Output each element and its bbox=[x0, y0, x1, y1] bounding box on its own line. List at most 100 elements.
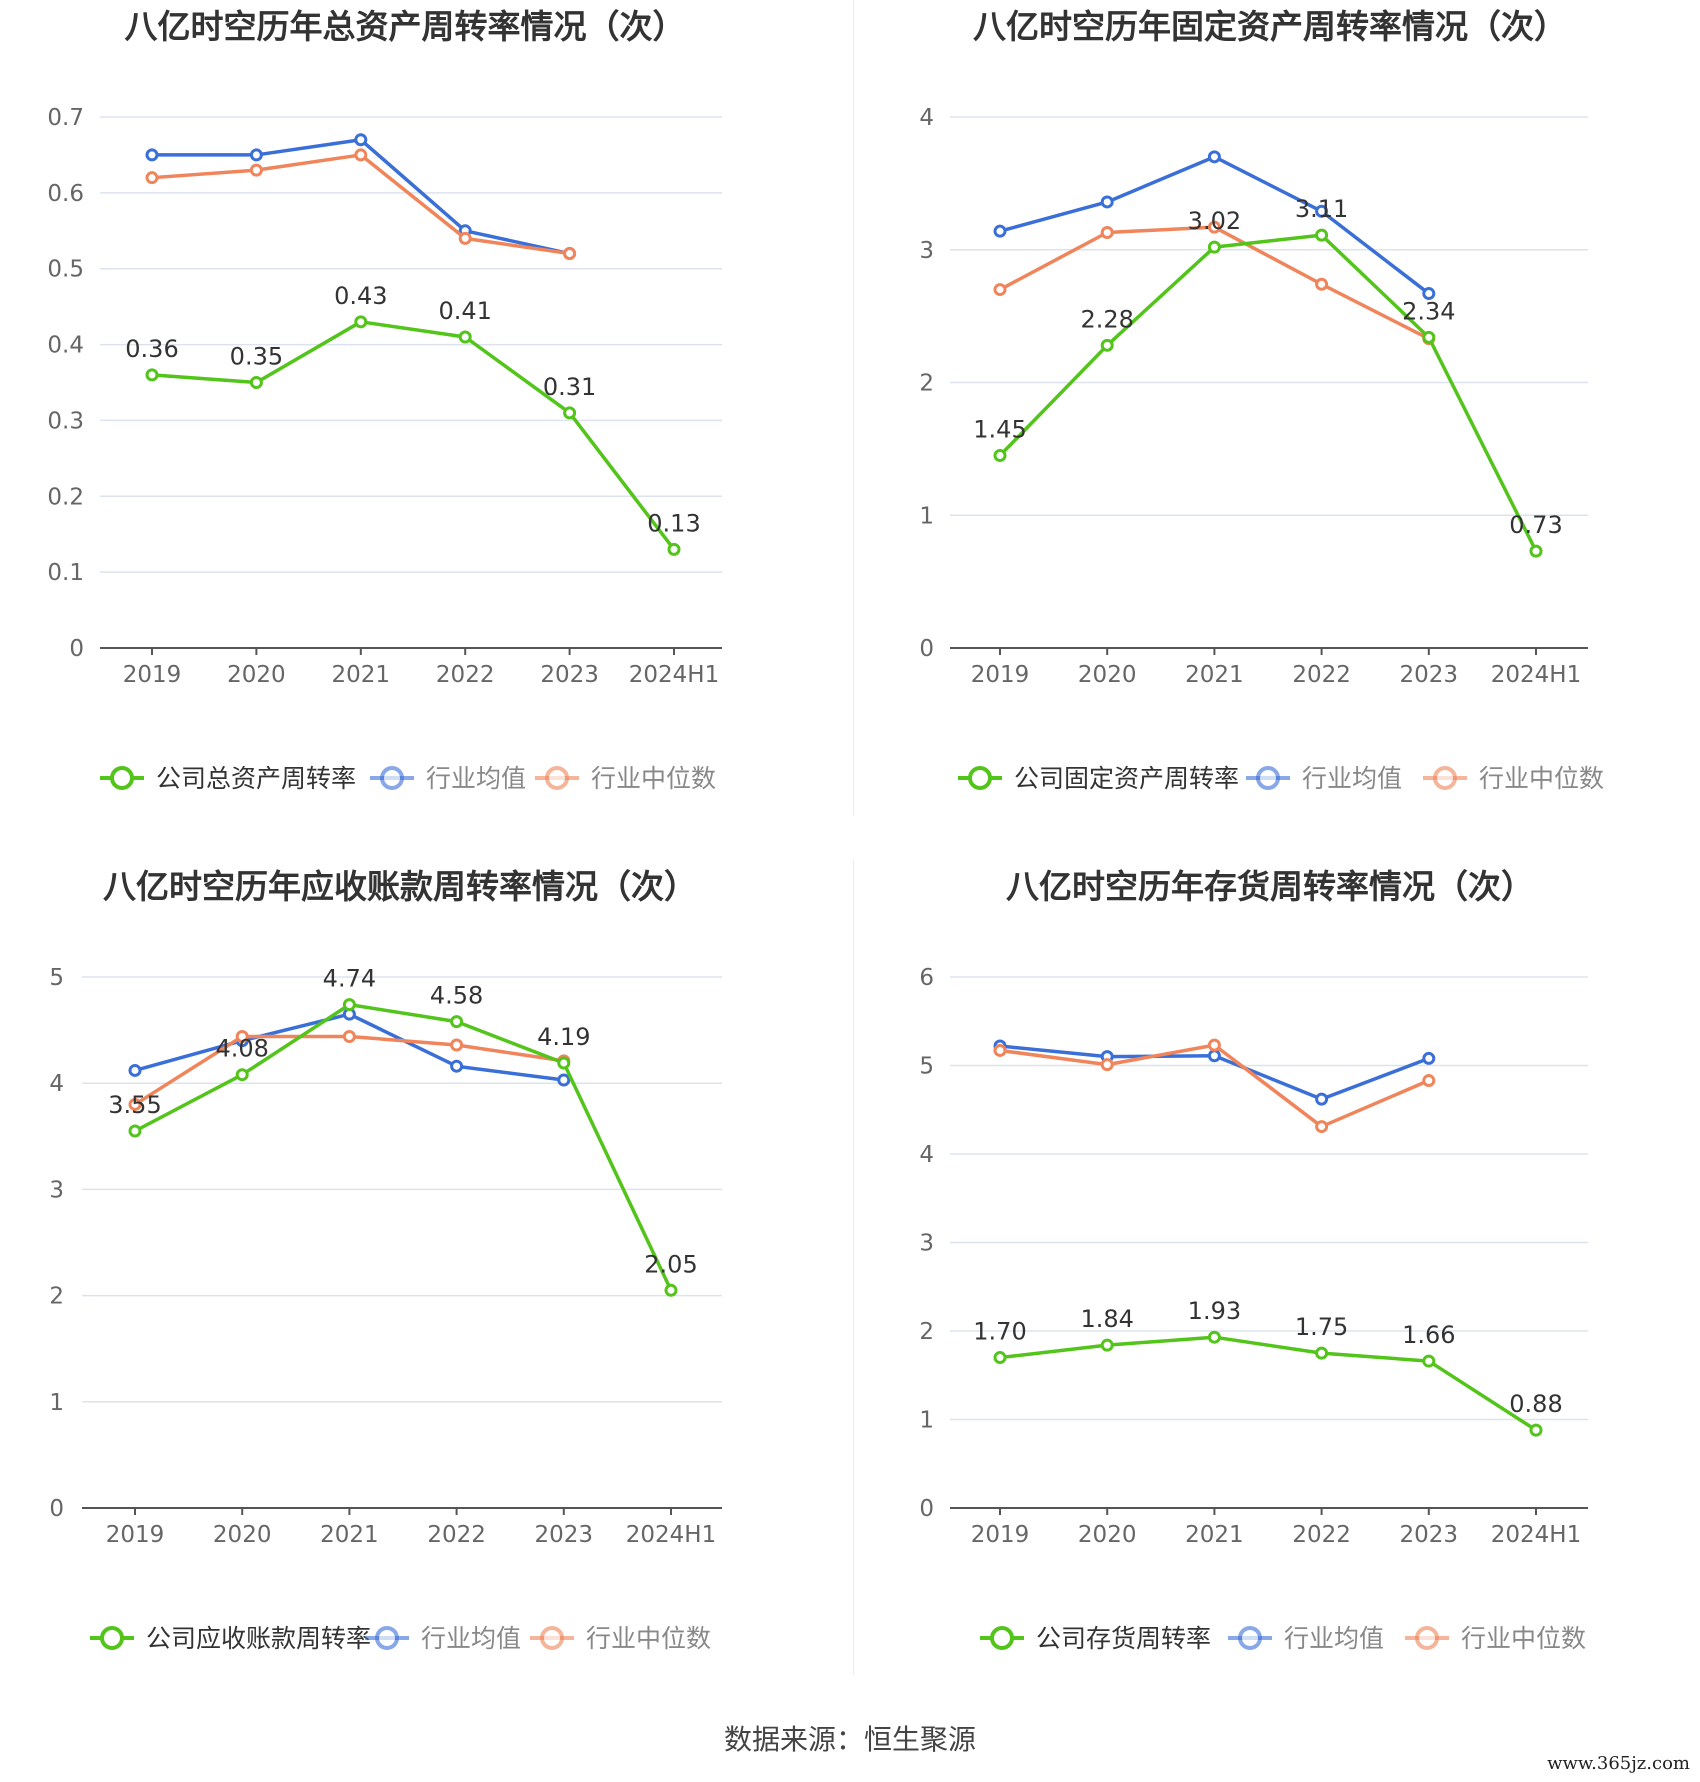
legend-marker-icon bbox=[545, 766, 569, 790]
data-point bbox=[1100, 225, 1114, 239]
x-tick-label: 2020 bbox=[1078, 1522, 1137, 1548]
y-tick-label: 2 bbox=[919, 371, 934, 397]
x-tick-label: 2021 bbox=[1185, 1522, 1244, 1548]
legend-label: 公司存货周转率 bbox=[1036, 1624, 1211, 1653]
data-label: 3.11 bbox=[1295, 195, 1348, 223]
data-label: 0.31 bbox=[543, 373, 596, 401]
data-point bbox=[1529, 544, 1543, 558]
data-point bbox=[1315, 228, 1329, 242]
x-tick-label: 2019 bbox=[123, 662, 182, 688]
chart-svg: 八亿时空历年固定资产周转率情况（次） 0 1 2 3 4 2019 2020 2021 2022 2… bbox=[919, 7, 1604, 793]
y-tick-label: 5 bbox=[49, 965, 64, 991]
chart-panel-total-asset-turnover: 八亿时空历年总资产周转率情况（次） 0 0.1 0.2 0.3 0.4 0.5 0.6 0.7 2… bbox=[0, 0, 850, 860]
data-point bbox=[993, 224, 1007, 238]
data-point bbox=[354, 133, 368, 147]
data-label: 2.34 bbox=[1402, 297, 1455, 325]
data-source-note: 数据来源：恒生聚源 bbox=[723, 1723, 976, 1756]
y-tick-label: 0 bbox=[69, 636, 84, 662]
data-point bbox=[145, 171, 159, 185]
data-label: 0.36 bbox=[125, 335, 178, 363]
chart-title: 八亿时空历年固定资产周转率情况（次） bbox=[973, 7, 1567, 46]
x-tick-label: 2019 bbox=[971, 1522, 1030, 1548]
x-tick-label: 2022 bbox=[1292, 1522, 1351, 1548]
data-point bbox=[1100, 1338, 1114, 1352]
x-tick-label: 2022 bbox=[1292, 662, 1351, 688]
data-point bbox=[667, 542, 681, 556]
data-point bbox=[128, 1124, 142, 1138]
legend-marker-icon bbox=[1433, 766, 1457, 790]
legend-marker-icon bbox=[1238, 1626, 1262, 1650]
data-point bbox=[1315, 1092, 1329, 1106]
data-point bbox=[145, 148, 159, 162]
data-point bbox=[1207, 1038, 1221, 1052]
legend-label: 行业中位数 bbox=[586, 1624, 711, 1653]
data-point bbox=[249, 148, 263, 162]
series-line bbox=[998, 233, 1538, 552]
x-tick-label: 2023 bbox=[1400, 662, 1459, 688]
data-label: 1.45 bbox=[973, 416, 1026, 444]
legend-label: 行业均值 bbox=[1302, 764, 1402, 793]
y-tick-label: 2 bbox=[919, 1319, 934, 1345]
data-point bbox=[664, 1283, 678, 1297]
data-point bbox=[1207, 220, 1221, 234]
x-tick-label: 2019 bbox=[106, 1522, 165, 1548]
data-point bbox=[1315, 204, 1329, 218]
data-point bbox=[1422, 1051, 1436, 1065]
y-tick-label: 0.5 bbox=[47, 257, 84, 283]
data-point bbox=[1422, 1354, 1436, 1368]
data-point bbox=[450, 1059, 464, 1073]
legend-marker-icon bbox=[540, 1626, 564, 1650]
data-point bbox=[1422, 287, 1436, 301]
data-point bbox=[993, 1351, 1007, 1365]
y-tick-label: 3 bbox=[919, 238, 934, 264]
legend-marker-icon bbox=[990, 1626, 1014, 1650]
legend-label: 行业中位数 bbox=[1479, 764, 1604, 793]
data-point bbox=[249, 163, 263, 177]
data-point bbox=[563, 247, 577, 261]
data-label: 4.74 bbox=[323, 965, 376, 993]
x-tick-label: 2023 bbox=[535, 1522, 594, 1548]
x-tick-label: 2023 bbox=[1400, 1522, 1459, 1548]
x-tick-label: 2021 bbox=[332, 662, 391, 688]
x-tick-label: 2022 bbox=[436, 662, 495, 688]
data-point bbox=[450, 1015, 464, 1029]
data-label: 0.43 bbox=[334, 282, 387, 310]
x-tick-label: 2020 bbox=[213, 1522, 272, 1548]
data-label: 4.58 bbox=[430, 982, 483, 1010]
x-tick-label: 2024H1 bbox=[629, 662, 719, 688]
series-line bbox=[134, 1012, 565, 1082]
data-point bbox=[1100, 1058, 1114, 1072]
data-point bbox=[458, 231, 472, 245]
data-label: 2.28 bbox=[1080, 305, 1133, 333]
data-label: 1.66 bbox=[1402, 1321, 1455, 1349]
data-point bbox=[1422, 330, 1436, 344]
data-point bbox=[1207, 240, 1221, 254]
x-tick-label: 2024H1 bbox=[626, 1522, 716, 1548]
data-point bbox=[1422, 1074, 1436, 1088]
data-point bbox=[557, 1056, 571, 1070]
data-label: 3.02 bbox=[1188, 207, 1241, 235]
data-point bbox=[354, 148, 368, 162]
legend-label: 行业中位数 bbox=[1461, 1624, 1586, 1653]
series-line bbox=[151, 320, 676, 551]
y-tick-label: 3 bbox=[919, 1231, 934, 1257]
legend-label: 行业中位数 bbox=[591, 764, 716, 793]
data-point bbox=[458, 330, 472, 344]
data-label: 3.55 bbox=[108, 1091, 161, 1119]
data-label: 1.84 bbox=[1080, 1305, 1133, 1333]
y-tick-label: 1 bbox=[919, 1408, 934, 1434]
data-label: 0.41 bbox=[438, 297, 491, 325]
chart-title: 八亿时空历年应收账款周转率情况（次） bbox=[103, 867, 697, 906]
chart-svg: 八亿时空历年应收账款周转率情况（次） 0 1 2 3 4 5 2019 2020 2021 2022… bbox=[49, 867, 722, 1653]
y-tick-label: 4 bbox=[919, 1142, 934, 1168]
legend-marker-icon bbox=[110, 766, 134, 790]
data-label: 2.05 bbox=[644, 1250, 697, 1278]
data-label: 4.08 bbox=[215, 1035, 268, 1063]
legend-marker-icon bbox=[1256, 766, 1280, 790]
data-point bbox=[993, 1043, 1007, 1057]
x-tick-label: 2020 bbox=[1078, 662, 1137, 688]
chart-title: 八亿时空历年总资产周转率情况（次） bbox=[125, 7, 686, 46]
data-point bbox=[1207, 1330, 1221, 1344]
panel-divider bbox=[853, 0, 854, 815]
x-tick-label: 2021 bbox=[1185, 662, 1244, 688]
